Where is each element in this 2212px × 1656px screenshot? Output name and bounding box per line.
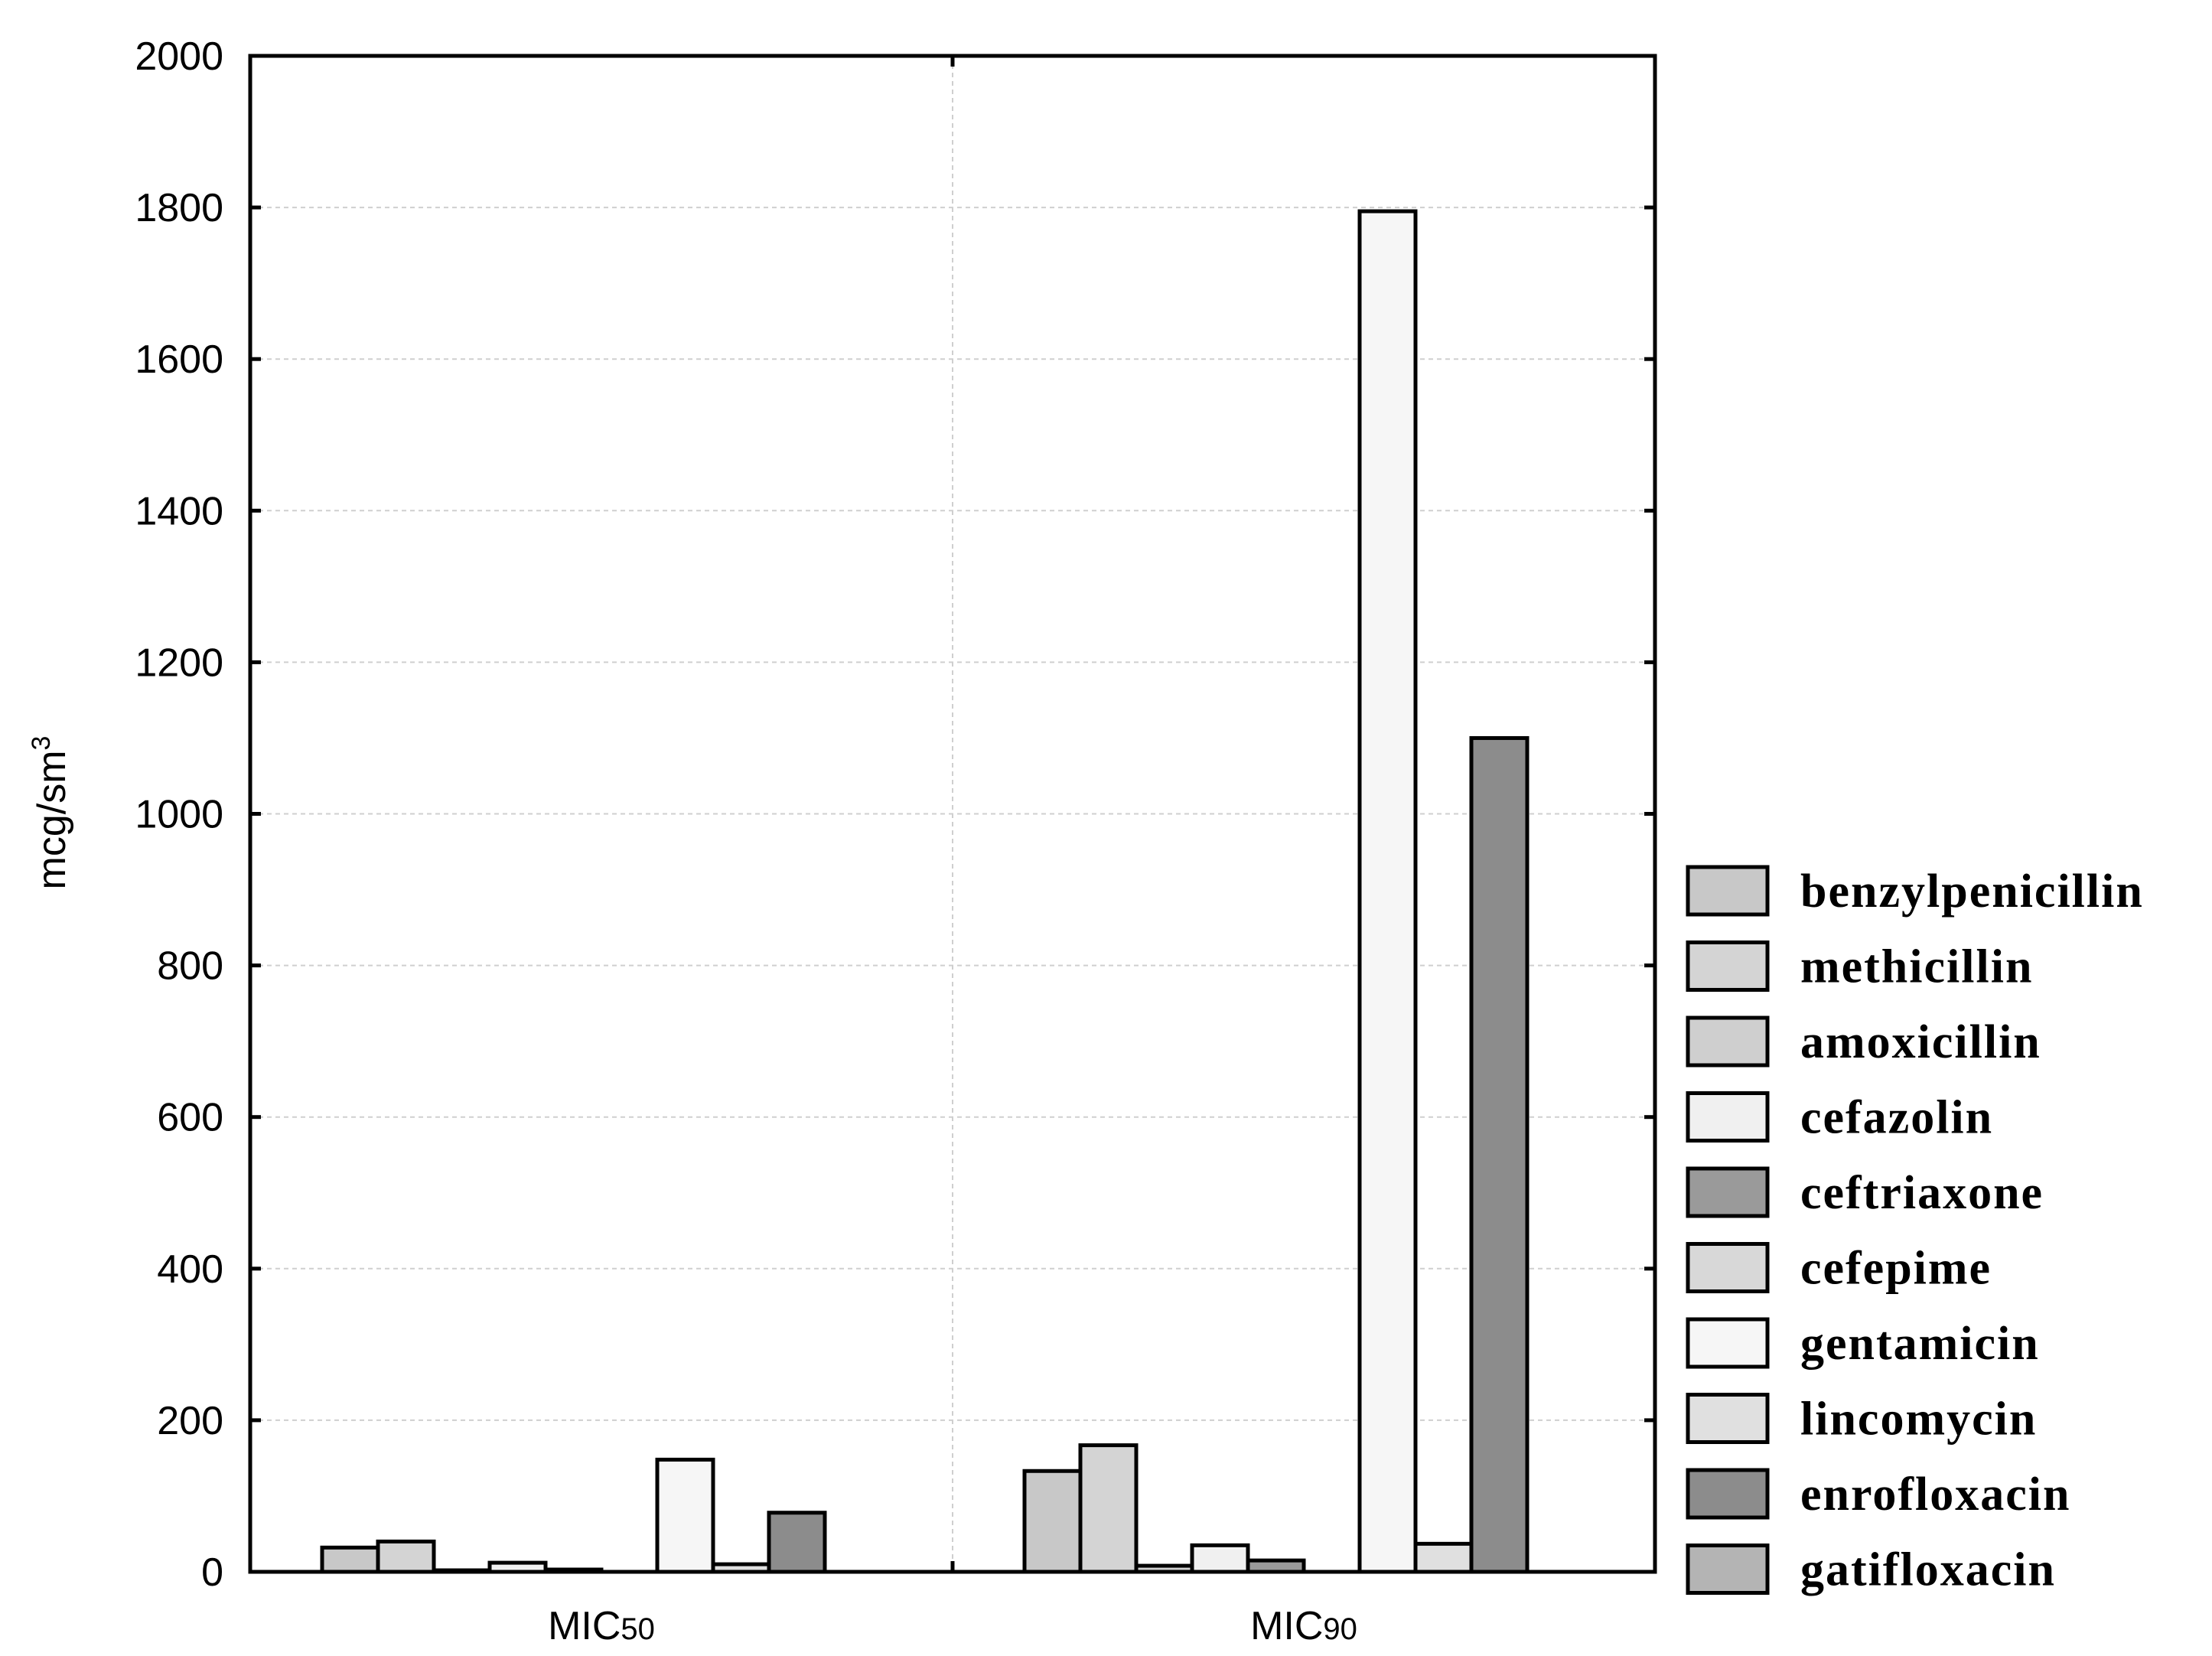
- y-tick-label: 800: [157, 944, 223, 989]
- y-tick-label: 600: [157, 1096, 223, 1140]
- legend-swatch-enrofloxacin: [1686, 1468, 1770, 1520]
- legend-swatch-methicillin: [1686, 940, 1770, 992]
- grid-layer: [250, 56, 1655, 1572]
- bar-methicillin-MIC50: [376, 1539, 436, 1574]
- legend-swatch-ceftriaxone: [1686, 1166, 1770, 1218]
- x-category-label: MIC50: [548, 1604, 655, 1648]
- legend-swatch-lincomycin: [1686, 1393, 1770, 1444]
- bar-cefazolin-MIC90: [1190, 1543, 1250, 1574]
- x-category-label-base: MIC: [548, 1604, 621, 1648]
- legend-swatch-gentamicin: [1686, 1317, 1770, 1369]
- bar-methicillin-MIC90: [1078, 1443, 1139, 1574]
- bar-gentamicin-MIC90: [1357, 209, 1418, 1574]
- y-tick-label: 1200: [135, 641, 223, 685]
- legend-swatch-amoxicillin: [1686, 1015, 1770, 1068]
- y-axis-title: mcg/sm3: [27, 736, 74, 890]
- x-category-label-sub: 90: [1323, 1612, 1357, 1646]
- legend-label-enrofloxacin: enrofloxacin: [1800, 1469, 2071, 1521]
- legend-swatch-gatifloxacin: [1686, 1544, 1770, 1595]
- legend-label-ceftriaxone: ceftriaxone: [1800, 1167, 2044, 1219]
- legend-label-cefepime: cefepime: [1800, 1243, 1992, 1295]
- x-category-label-base: MIC: [1250, 1604, 1323, 1648]
- legend-label-gentamicin: gentamicin: [1800, 1318, 2040, 1370]
- y-tick-label: 1600: [135, 337, 223, 382]
- legend-label-cefazolin: cefazolin: [1800, 1092, 1993, 1144]
- y-axis-title-main: mcg/sm: [30, 750, 74, 889]
- axes-layer: 0 200 400 600 800 1000 1200 1400 1600 1800 2000 MIC…: [135, 34, 1657, 1648]
- y-tick-label: 0: [201, 1550, 223, 1595]
- y-tick-label: 1800: [135, 186, 223, 230]
- y-tick-label: 400: [157, 1247, 223, 1292]
- legend-label-lincomycin: lincomycin: [1800, 1394, 2037, 1446]
- legend-label-amoxicillin: amoxicillin: [1800, 1016, 2041, 1068]
- bar-enrofloxacin-MIC90: [1469, 735, 1530, 1574]
- x-category-label-sub: 50: [621, 1612, 655, 1646]
- legend-label-gatifloxacin: gatifloxacin: [1800, 1544, 2056, 1596]
- legend-swatch-cefazolin: [1686, 1091, 1770, 1143]
- bars-layer: [320, 209, 1530, 1574]
- bar-benzylpenicillin-MIC90: [1022, 1469, 1083, 1574]
- legend-label-benzylpenicillin: benzylpenicillin: [1800, 865, 2144, 918]
- bar-benzylpenicillin-MIC50: [320, 1545, 380, 1574]
- legend-swatch-cefepime: [1686, 1242, 1770, 1293]
- y-tick-label: 2000: [135, 34, 223, 79]
- legend-label-methicillin: methicillin: [1800, 941, 2033, 993]
- legend: benzylpenicillin methicillin amoxicillin ce…: [1686, 865, 2144, 1596]
- x-category-label: MIC90: [1250, 1604, 1357, 1648]
- legend-swatch-benzylpenicillin: [1686, 865, 1770, 917]
- y-axis-title-superscript: 3: [27, 736, 56, 751]
- y-tick-label: 1400: [135, 489, 223, 533]
- y-tick-label: 200: [157, 1399, 223, 1443]
- bar-lincomycin-MIC90: [1413, 1541, 1474, 1574]
- y-tick-label: 1000: [135, 793, 223, 837]
- bar-gentamicin-MIC50: [655, 1457, 715, 1574]
- bar-enrofloxacin-MIC50: [767, 1511, 827, 1574]
